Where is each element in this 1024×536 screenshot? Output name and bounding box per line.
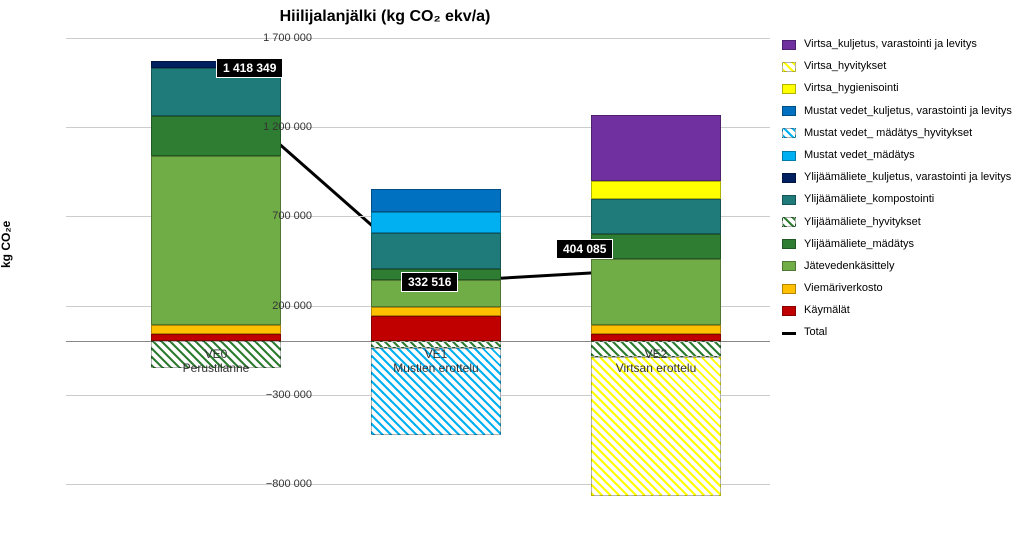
legend-swatch bbox=[782, 173, 796, 183]
legend-label: Ylijäämäliete_hyvitykset bbox=[804, 216, 921, 229]
bar-group bbox=[371, 38, 501, 484]
y-tick-label: 700 000 bbox=[252, 210, 312, 222]
legend-item: Ylijäämäliete_kompostointi bbox=[782, 193, 1018, 206]
bar-segment-virtsa_kuljetus bbox=[591, 115, 721, 181]
legend-label: Viemäriverkosto bbox=[804, 282, 883, 295]
legend-label: Virtsa_hyvitykset bbox=[804, 60, 886, 73]
bar-segment-mustat_madatys bbox=[371, 212, 501, 233]
legend-label: Total bbox=[804, 326, 827, 339]
bar-segment-kaymalat bbox=[151, 334, 281, 341]
plot-area bbox=[66, 38, 770, 484]
legend-label: Käymälät bbox=[804, 304, 850, 317]
bar-segment-yli_kompostointi bbox=[371, 233, 501, 269]
bar-segment-viemariverkosto bbox=[371, 307, 501, 316]
legend-item: Käymälät bbox=[782, 304, 1018, 317]
x-category-label: VE2 Virtsan erottelu bbox=[561, 347, 751, 375]
bar-group bbox=[591, 38, 721, 484]
legend-item: Ylijäämäliete_mädätys bbox=[782, 238, 1018, 251]
legend-swatch bbox=[782, 151, 796, 161]
legend-item: Ylijäämäliete_hyvitykset bbox=[782, 216, 1018, 229]
y-axis-title: kg CO₂e bbox=[0, 221, 13, 268]
legend: Virtsa_kuljetus, varastointi ja levitys V… bbox=[782, 38, 1018, 349]
legend-label: Ylijäämäliete_kuljetus, varastointi ja l… bbox=[804, 171, 1011, 184]
legend-swatch bbox=[782, 217, 796, 227]
legend-swatch bbox=[782, 261, 796, 271]
legend-swatch bbox=[782, 106, 796, 116]
y-tick-label: −800 000 bbox=[252, 478, 312, 490]
bar-group bbox=[151, 38, 281, 484]
x-category-label: VE0 Perustilanne bbox=[121, 347, 311, 375]
legend-item: Mustat vedet_kuljetus, varastointi ja le… bbox=[782, 105, 1018, 118]
legend-swatch bbox=[782, 62, 796, 72]
legend-item: Jätevedenkäsittely bbox=[782, 260, 1018, 273]
bar-segment-viemariverkosto bbox=[151, 325, 281, 334]
y-tick-label: 200 000 bbox=[252, 300, 312, 312]
data-label: 404 085 bbox=[556, 239, 613, 259]
legend-item: Mustat vedet_ mädätys_hyvitykset bbox=[782, 127, 1018, 140]
bar-segment-yli_kompostointi bbox=[591, 199, 721, 235]
legend-swatch bbox=[782, 195, 796, 205]
legend-label: Virtsa_hygienisointi bbox=[804, 82, 899, 95]
y-tick-label: 1 200 000 bbox=[252, 121, 312, 133]
chart-container: Hiilijalanjälki (kg CO₂ ekv/a) kg CO₂e V… bbox=[0, 0, 1024, 536]
legend-label: Virtsa_kuljetus, varastointi ja levitys bbox=[804, 38, 977, 51]
legend-item: Mustat vedet_mädätys bbox=[782, 149, 1018, 162]
data-label: 1 418 349 bbox=[216, 58, 283, 78]
legend-swatch bbox=[782, 306, 796, 316]
data-label: 332 516 bbox=[401, 272, 458, 292]
legend-item: Virtsa_kuljetus, varastointi ja levitys bbox=[782, 38, 1018, 51]
legend-label: Mustat vedet_ mädätys_hyvitykset bbox=[804, 127, 972, 140]
y-tick-label: 1 700 000 bbox=[252, 32, 312, 44]
legend-item: Virtsa_hygienisointi bbox=[782, 82, 1018, 95]
legend-label: Mustat vedet_kuljetus, varastointi ja le… bbox=[804, 105, 1012, 118]
legend-label: Jätevedenkäsittely bbox=[804, 260, 895, 273]
legend-swatch bbox=[782, 128, 796, 138]
chart-title: Hiilijalanjälki (kg CO₂ ekv/a) bbox=[0, 8, 770, 26]
legend-item: Viemäriverkosto bbox=[782, 282, 1018, 295]
bar-segment-virtsa_hyvitykset bbox=[591, 357, 721, 496]
legend-line-icon bbox=[782, 332, 796, 335]
bar-segment-viemariverkosto bbox=[591, 325, 721, 334]
legend-swatch bbox=[782, 40, 796, 50]
bar-segment-jatevedenkasittely bbox=[591, 259, 721, 325]
bar-segment-kaymalat bbox=[591, 334, 721, 341]
legend-label: Ylijäämäliete_mädätys bbox=[804, 238, 914, 251]
y-tick-label: −300 000 bbox=[252, 389, 312, 401]
bar-segment-virtsa_hygien bbox=[591, 181, 721, 199]
legend-swatch bbox=[782, 284, 796, 294]
legend-item: Ylijäämäliete_kuljetus, varastointi ja l… bbox=[782, 171, 1018, 184]
legend-swatch bbox=[782, 84, 796, 94]
bar-segment-kaymalat bbox=[371, 316, 501, 341]
legend-label: Mustat vedet_mädätys bbox=[804, 149, 915, 162]
bar-segment-mustat_kuljetus bbox=[371, 189, 501, 212]
legend-item: Virtsa_hyvitykset bbox=[782, 60, 1018, 73]
legend-label: Ylijäämäliete_kompostointi bbox=[804, 193, 934, 206]
legend-item: Total bbox=[782, 326, 1018, 339]
x-category-label: VE1 Mustien erottelu bbox=[341, 347, 531, 375]
legend-swatch bbox=[782, 239, 796, 249]
